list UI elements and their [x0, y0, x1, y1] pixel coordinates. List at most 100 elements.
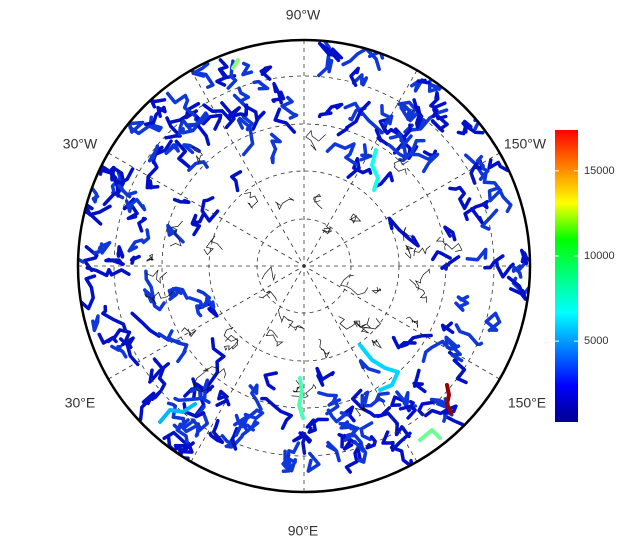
river-discharge — [445, 383, 453, 415]
river — [430, 250, 452, 262]
river — [376, 411, 411, 439]
river — [194, 382, 215, 395]
meridian-label: 90°E — [288, 523, 319, 539]
coastline — [203, 235, 223, 256]
river — [320, 41, 335, 50]
coastline — [265, 329, 284, 347]
river — [241, 61, 254, 77]
river — [252, 79, 270, 91]
river — [271, 90, 286, 104]
river — [378, 117, 402, 137]
meridian-label: 150°W — [504, 136, 547, 152]
river — [273, 107, 297, 134]
coastline — [146, 253, 154, 262]
river — [429, 90, 447, 110]
river — [92, 240, 112, 255]
river — [388, 132, 405, 145]
river-discharge — [158, 402, 197, 424]
coastline — [340, 275, 369, 296]
colorbar-tick-label: 15000 — [584, 165, 615, 177]
river-discharge — [358, 343, 400, 392]
river — [519, 248, 529, 266]
river — [227, 103, 249, 119]
river — [202, 337, 226, 393]
river — [454, 323, 484, 347]
river — [381, 430, 412, 452]
coastline — [193, 368, 212, 392]
river — [454, 294, 470, 312]
coastline — [393, 159, 409, 175]
coastline — [191, 146, 203, 164]
river — [122, 197, 139, 221]
river — [190, 213, 205, 237]
river — [263, 371, 278, 391]
river — [182, 143, 201, 155]
river — [342, 405, 356, 423]
river — [470, 207, 484, 225]
river-discharge — [418, 428, 442, 442]
river — [259, 65, 273, 81]
coastline — [361, 318, 381, 334]
river — [359, 421, 374, 442]
river — [389, 445, 414, 469]
river — [487, 186, 513, 214]
coastline — [261, 266, 276, 282]
colorbar-axis: 5000 10000 15000 — [555, 165, 615, 347]
coastline — [409, 278, 427, 303]
river — [226, 59, 238, 90]
coastline — [435, 236, 463, 252]
river — [326, 408, 350, 424]
river — [200, 196, 220, 223]
river — [443, 414, 469, 434]
river — [344, 442, 363, 474]
river — [462, 119, 485, 135]
meridian-label: 30°E — [65, 395, 96, 411]
river — [173, 378, 210, 403]
river — [208, 418, 225, 444]
coastline — [354, 317, 372, 329]
river — [148, 362, 171, 384]
river — [187, 160, 209, 172]
river — [272, 81, 283, 105]
river — [317, 54, 334, 78]
coastline — [371, 339, 382, 349]
river — [189, 385, 211, 405]
map-border — [76, 38, 532, 494]
river — [305, 417, 329, 434]
coastline — [414, 268, 430, 291]
river — [506, 275, 528, 301]
river — [168, 286, 183, 301]
coastline — [349, 213, 362, 224]
river — [325, 142, 359, 167]
coastline — [338, 316, 361, 330]
river — [359, 143, 373, 162]
river — [484, 311, 502, 333]
meridian-label: 90°W — [286, 7, 321, 23]
river — [374, 128, 390, 147]
river — [164, 143, 180, 156]
coastline — [145, 269, 168, 284]
river — [187, 121, 211, 146]
river — [137, 216, 147, 233]
river — [236, 116, 255, 157]
coastline — [371, 286, 382, 294]
river — [145, 175, 160, 190]
river — [511, 264, 523, 279]
river — [422, 149, 438, 158]
river — [187, 289, 212, 309]
coastline — [288, 323, 304, 331]
river — [243, 104, 266, 131]
coastline — [321, 225, 333, 235]
river — [416, 78, 431, 85]
river — [372, 171, 394, 189]
river — [172, 197, 191, 204]
coastline — [313, 193, 323, 210]
river — [317, 41, 344, 63]
river — [317, 391, 342, 405]
meridian-label: 30°W — [63, 136, 98, 152]
river — [138, 391, 156, 422]
river — [427, 79, 442, 93]
coastline — [403, 227, 413, 241]
river — [174, 139, 191, 169]
coastline — [275, 197, 295, 211]
